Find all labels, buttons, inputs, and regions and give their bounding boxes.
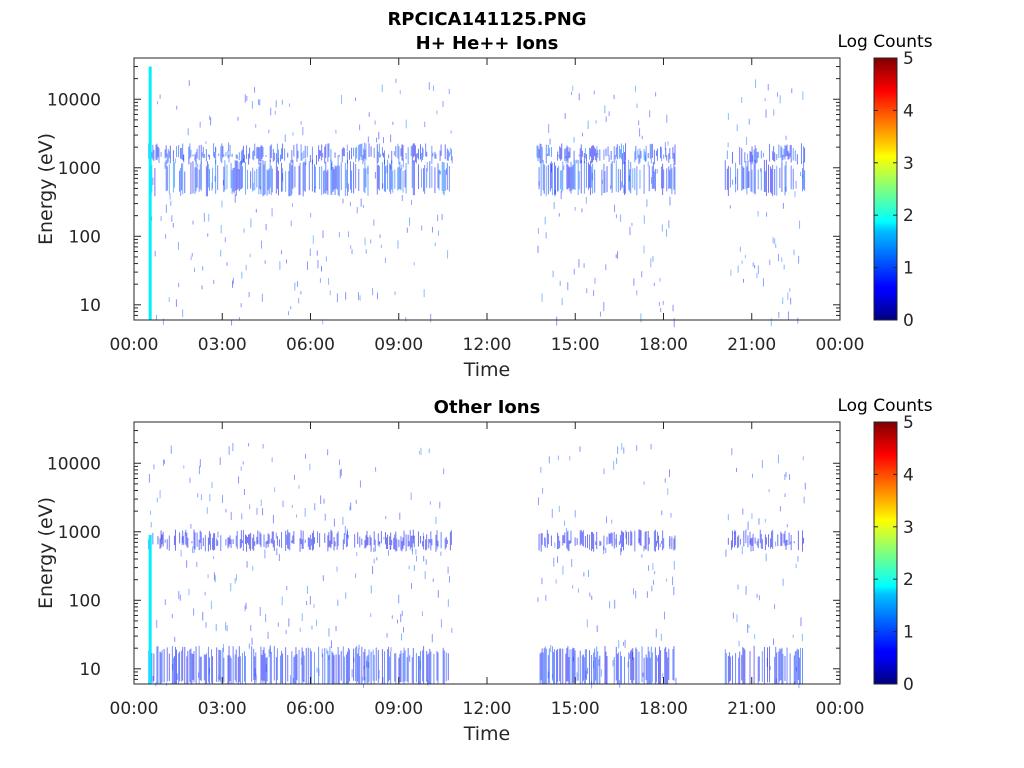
x-tick-label: 06:00 <box>286 335 335 355</box>
figure-title: RPCICA141125.PNG <box>387 9 586 30</box>
colorbar-tick-label: 1 <box>903 259 914 279</box>
x-tick-label: 09:00 <box>374 335 423 355</box>
y-tick-label: 100 <box>69 591 101 611</box>
y-tick-label: 10000 <box>47 90 101 110</box>
colorbar-tick-label: 4 <box>903 465 914 485</box>
plot-area <box>134 58 840 320</box>
y-tick-label: 10 <box>79 296 101 316</box>
burst-column <box>148 534 152 684</box>
colorbar-tick-label: 3 <box>903 518 914 538</box>
axes: 00:00 03:00 06:00 09:00 12:00 15:00 18:00 21:00… <box>47 421 865 719</box>
plot-area <box>134 422 840 684</box>
colorbar-tick-label: 0 <box>903 311 914 331</box>
x-tick-label: 12:00 <box>463 699 512 719</box>
colorbar: 0 1 2 3 4 5 <box>873 49 914 331</box>
x-tick-label: 00:00 <box>816 699 865 719</box>
panel-title: H+ He++ Ions <box>416 33 559 54</box>
x-tick-label: 03:00 <box>198 335 247 355</box>
x-tick-label: 00:00 <box>816 335 865 355</box>
panel-other-ions: Other Ions 00:00 03:00 06:00 09:00 12:00 15:0… <box>35 396 933 745</box>
panel-title: Other Ions <box>434 397 541 418</box>
colorbar: 0 1 2 3 4 5 <box>873 413 914 695</box>
colorbar-tick-label: 2 <box>903 206 914 226</box>
axes: 00:00 03:00 06:00 09:00 12:00 15:00 18:00 21:00… <box>47 57 865 355</box>
x-tick-label: 15:00 <box>551 335 600 355</box>
y-tick-label: 1000 <box>58 523 101 543</box>
x-tick-label: 15:00 <box>551 699 600 719</box>
panel-h-he-ions: H+ He++ Ions 00:00 03:00 06:00 09:00 12:00 15… <box>35 32 933 381</box>
y-axis-label: Energy (eV) <box>35 133 57 245</box>
x-axis-label: Time <box>463 723 511 745</box>
x-tick-label: 00:00 <box>110 335 159 355</box>
spectrogram-data <box>134 422 840 689</box>
y-axis-label: Energy (eV) <box>35 497 57 609</box>
x-tick-label: 06:00 <box>286 699 335 719</box>
x-tick-label: 21:00 <box>727 699 776 719</box>
colorbar-tick-label: 5 <box>903 49 914 69</box>
x-tick-label: 21:00 <box>727 335 776 355</box>
colorbar-gradient <box>873 421 898 685</box>
colorbar-tick-label: 2 <box>903 570 914 590</box>
y-tick-label: 10 <box>79 660 101 680</box>
colorbar-tick-label: 5 <box>903 413 914 433</box>
burst-column <box>148 66 152 321</box>
y-tick-label: 100 <box>69 227 101 247</box>
y-tick-label: 10000 <box>47 454 101 474</box>
x-tick-label: 00:00 <box>110 699 159 719</box>
colorbar-tick-label: 1 <box>903 623 914 643</box>
colorbar-label: Log Counts <box>837 396 932 416</box>
colorbar-tick-label: 0 <box>903 675 914 695</box>
x-tick-label: 03:00 <box>198 699 247 719</box>
x-axis-label: Time <box>463 359 511 381</box>
x-tick-label: 12:00 <box>463 335 512 355</box>
colorbar-tick-label: 3 <box>903 154 914 174</box>
spectrogram-data <box>134 58 840 328</box>
x-tick-label: 18:00 <box>639 335 688 355</box>
colorbar-gradient <box>873 57 898 321</box>
x-tick-label: 18:00 <box>639 699 688 719</box>
colorbar-label: Log Counts <box>837 32 932 52</box>
colorbar-tick-label: 4 <box>903 101 914 121</box>
y-tick-label: 1000 <box>58 159 101 179</box>
x-tick-label: 09:00 <box>374 699 423 719</box>
